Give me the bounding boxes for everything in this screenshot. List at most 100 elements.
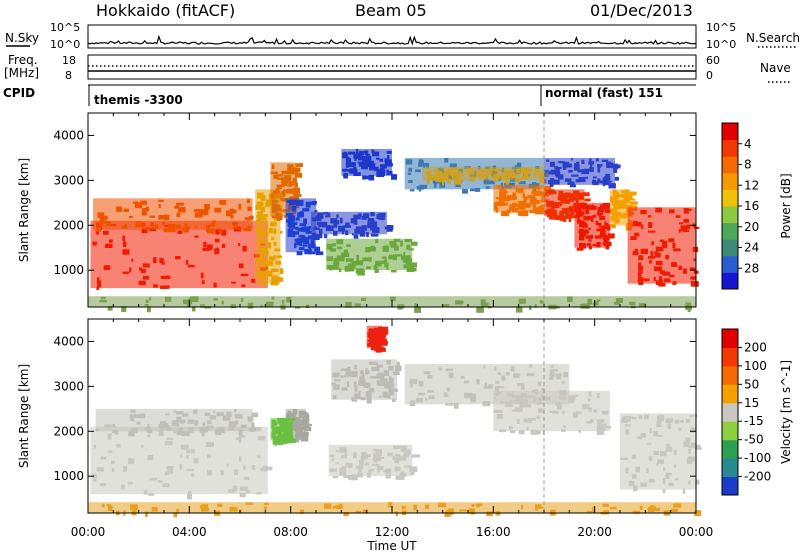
power-cell (368, 174, 375, 181)
power-cell (366, 232, 369, 237)
power-cell (294, 193, 302, 197)
velocity-cell (287, 422, 292, 426)
power-region (326, 238, 413, 271)
power-cell (448, 178, 451, 184)
power-region (90, 220, 268, 289)
power-region (493, 184, 544, 212)
power-region (310, 211, 387, 235)
velocity-region (620, 413, 696, 490)
power-cell (613, 224, 616, 229)
velocity-cell (536, 430, 541, 435)
velocity-cell (287, 431, 293, 437)
velocity-colorbar-label: Velocity [m s^-1] (779, 360, 793, 464)
velocity-cell (662, 488, 666, 493)
velocity-cell (530, 429, 538, 435)
power-cell (296, 251, 303, 256)
velocity-region (270, 417, 289, 441)
velocity-cell (578, 430, 582, 433)
velocity-ylabel: Slant Range [km] (17, 364, 31, 468)
velocity-cell (396, 361, 400, 367)
velocity-colorbar-tick-label: 50 (744, 377, 759, 391)
velocity-colorbar-tick-label: 200 (744, 340, 767, 354)
power-cell (690, 280, 699, 287)
power-colorbar-swatch (722, 189, 738, 207)
time-tick-label: 00:00 (679, 525, 714, 539)
power-colorbar-swatch (722, 172, 738, 190)
nave-tick-bottom: 0 (706, 69, 713, 82)
velocity-cell (272, 439, 281, 445)
velocity-cell (694, 510, 702, 517)
power-cell (390, 269, 397, 273)
velocity-cell (251, 412, 259, 418)
cpid-label: CPID (3, 86, 35, 100)
velocity-cell (381, 329, 388, 335)
power-region (422, 166, 544, 181)
time-tick-label: 16:00 (476, 525, 511, 539)
power-cell (529, 305, 532, 311)
power-colorbar: 4 8 12 16 20 24 28 Power [dB] (721, 122, 793, 290)
velocity-cell (380, 348, 386, 352)
date-title: 01/Dec/2013 (590, 1, 693, 20)
power-cell (555, 215, 562, 221)
velocity-cell (412, 454, 420, 458)
freq-tick-top: 18 (62, 54, 76, 67)
velocity-colorbar-tick-label: -100 (744, 451, 771, 465)
velocity-cell (265, 466, 273, 471)
power-cell (629, 192, 633, 199)
power-cell (442, 180, 445, 186)
power-cell (338, 268, 342, 273)
power-cell (107, 306, 113, 311)
velocity-cell (518, 430, 525, 435)
power-cell (629, 198, 636, 201)
power-frame (87, 112, 697, 308)
velocity-colorbar-swatch (722, 458, 738, 478)
power-region (609, 189, 631, 226)
velocity-cell (147, 431, 153, 434)
power-panel: 1000 2000 3000 4000 Slant Range [km] 4 8 12 16… (17, 112, 793, 313)
velocity-cell (238, 429, 243, 436)
velocity-axes: 1000 2000 3000 4000 (53, 319, 697, 513)
power-cell (582, 192, 590, 197)
power-cell (316, 234, 322, 237)
power-colorbar-tick-label: 8 (744, 158, 752, 172)
velocity-cell (444, 511, 451, 517)
power-cell (539, 179, 547, 184)
power-ytick-label: 4000 (53, 128, 84, 142)
power-cell (476, 306, 484, 313)
power-cell (694, 226, 700, 229)
power-cell (409, 262, 418, 268)
power-colorbar-label: Power [dB] (779, 173, 793, 238)
power-cell (294, 172, 303, 178)
power-cell (363, 175, 369, 180)
velocity-cell (302, 419, 309, 426)
power-region (544, 157, 615, 185)
velocity-cell (303, 427, 312, 432)
power-cell (295, 184, 298, 188)
power-cell (414, 306, 421, 313)
power-cell (370, 233, 379, 237)
velocity-region (90, 426, 268, 495)
velocity-colorbar-tick-label: 15 (744, 396, 759, 410)
nsky-line (87, 34, 697, 46)
velocity-cell (173, 512, 178, 518)
velocity-cell (395, 475, 402, 480)
velocity-colorbar-swatch (722, 402, 738, 422)
power-cell (629, 201, 638, 205)
power-cell (171, 229, 176, 233)
velocity-colorbar-tick-label: -50 (744, 433, 764, 447)
power-cell (609, 223, 614, 228)
power-cell (351, 233, 355, 236)
nsky-tick-top: 10^5 (50, 21, 80, 34)
power-cell (469, 188, 478, 192)
velocity-cell (394, 365, 402, 372)
power-cell (570, 215, 578, 219)
velocity-colorbar-swatch (722, 384, 738, 404)
station-title: Hokkaido (fitACF) (96, 1, 235, 20)
velocity-cell (366, 399, 372, 404)
cpid-panel: CPID themis -3300 normal (fast) 151 (3, 84, 696, 107)
time-tick-label: 04:00 (172, 525, 207, 539)
power-colorbar-tick-label: 24 (744, 241, 759, 255)
power-colorbar-swatch (722, 139, 738, 157)
velocity-colorbar-tick-label: -200 (744, 470, 771, 484)
power-data (88, 148, 700, 313)
